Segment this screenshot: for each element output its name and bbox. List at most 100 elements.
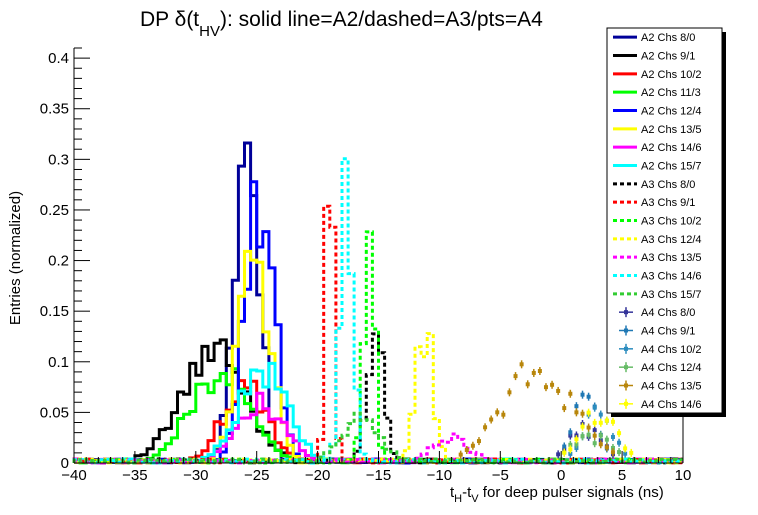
legend-entry-label: A3 Chs 12/4 [641, 234, 702, 246]
legend-entry-label: A4 Chs 10/2 [641, 344, 702, 356]
series-a2-chs-12-4 [72, 180, 683, 465]
series-point [550, 382, 555, 387]
series-point [598, 412, 603, 417]
series-point [610, 434, 615, 439]
series-point [476, 439, 481, 444]
x-tick-label: 5 [618, 467, 626, 484]
series-point [562, 444, 567, 449]
x-axis-title-sub-h: H [454, 493, 462, 505]
series-point [598, 442, 603, 447]
legend-entry-label: A3 Chs 9/1 [641, 197, 695, 209]
legend-swatch [624, 310, 628, 315]
series-point [617, 431, 622, 436]
series-point [464, 448, 469, 453]
series-point [568, 430, 573, 435]
series-point [598, 433, 603, 438]
series-point [574, 437, 579, 442]
x-tick-label: −5 [492, 467, 509, 484]
x-tick-label: 10 [675, 467, 692, 484]
series-point [623, 451, 628, 456]
legend-entry-label: A4 Chs 8/0 [641, 307, 695, 319]
series-point [610, 419, 615, 424]
legend-swatch [624, 346, 628, 351]
y-tick-label: 0.05 [40, 404, 69, 421]
series-point [489, 417, 494, 422]
series-point [568, 447, 573, 452]
series-point [562, 450, 567, 455]
series-a4-chs-14-6 [562, 408, 634, 457]
x-axis-title-rest: for deep pulser signals (ns) [479, 484, 664, 501]
series-point [629, 450, 634, 455]
y-tick-label: 0.25 [40, 202, 69, 219]
series-point [598, 438, 603, 443]
legend-entry-label: A2 Chs 11/3 [641, 87, 701, 99]
series-point [604, 445, 609, 450]
series-point [604, 437, 609, 442]
series-point [592, 405, 597, 410]
legend-entry-label: A3 Chs 13/5 [641, 252, 702, 264]
x-tick-label: −20 [305, 467, 330, 484]
legend-swatch [624, 401, 628, 406]
x-tick-label: −15 [366, 467, 391, 484]
legend-entry-label: A2 Chs 14/6 [641, 142, 702, 154]
legend-entry-label: A3 Chs 8/0 [641, 179, 695, 191]
x-tick-label: 0 [557, 467, 565, 484]
chart-title: DP δ(tHV): solid line=A2/dashed=A3/pts=A… [140, 8, 543, 40]
x-tick-label: −35 [122, 467, 147, 484]
x-axis-title-t2: -t [462, 484, 472, 501]
series-point [610, 450, 615, 455]
legend-swatch [624, 328, 628, 333]
legend-entry-label: A2 Chs 10/2 [641, 69, 702, 81]
series-point [617, 450, 622, 455]
series-point [580, 392, 585, 397]
series-point [531, 370, 536, 375]
chart-title-suffix: ): solid line=A2/dashed=A3/pts=A4 [220, 8, 543, 31]
series-point [501, 412, 506, 417]
series-point [592, 420, 597, 425]
legend: A2 Chs 8/0 A2 Chs 9/1 A2 Chs 10/2 A2 Chs 11… [606, 27, 726, 417]
legend-entry-label: A4 Chs 13/5 [641, 381, 702, 393]
legend-entry-label: A2 Chs 9/1 [641, 51, 695, 63]
series-point [556, 388, 561, 393]
series-point [580, 424, 585, 429]
series-point [483, 425, 488, 430]
x-axis-title-t1: t [450, 484, 455, 501]
series-point [592, 428, 597, 433]
series-point [574, 404, 579, 409]
chart-title-prefix: DP δ(t [140, 8, 199, 31]
x-tick-label: −10 [427, 467, 452, 484]
series-point [543, 385, 548, 390]
legend-entry-label: A2 Chs 12/4 [641, 106, 702, 118]
series-point [580, 434, 585, 439]
series-point [580, 411, 585, 416]
legend-entry-label: A2 Chs 15/7 [641, 161, 702, 173]
series-point [495, 410, 500, 415]
series-point [513, 374, 518, 379]
x-tick-label: −40 [61, 467, 86, 484]
series-point [525, 382, 530, 387]
series-point [586, 425, 591, 430]
legend-entry-label: A3 Chs 15/7 [641, 289, 702, 301]
y-tick-label: 0.35 [40, 101, 69, 118]
x-axis-title: tH-tV for deep pulser signals (ns) [450, 484, 664, 505]
series-point [470, 443, 475, 448]
x-tick-label: −30 [183, 467, 208, 484]
series-point [507, 390, 512, 395]
series-point [574, 410, 579, 415]
series-point [568, 391, 573, 396]
legend-entry-label: A3 Chs 10/2 [641, 216, 702, 228]
series-point [598, 420, 603, 425]
legend-entry-label: A4 Chs 9/1 [641, 326, 695, 338]
x-tick-label: −25 [244, 467, 269, 484]
series-point [592, 433, 597, 438]
series-point [568, 442, 573, 447]
y-tick-label: 0.4 [48, 50, 69, 67]
series-point [556, 452, 561, 457]
series-point [586, 394, 591, 399]
legend-entry-label: A2 Chs 13/5 [641, 124, 702, 136]
series-point [586, 410, 591, 415]
legend-entry-label: A4 Chs 14/6 [641, 399, 702, 411]
y-tick-label: 0.1 [48, 354, 69, 371]
chart-title-subscript: HV [199, 23, 220, 40]
series-point [568, 451, 573, 456]
